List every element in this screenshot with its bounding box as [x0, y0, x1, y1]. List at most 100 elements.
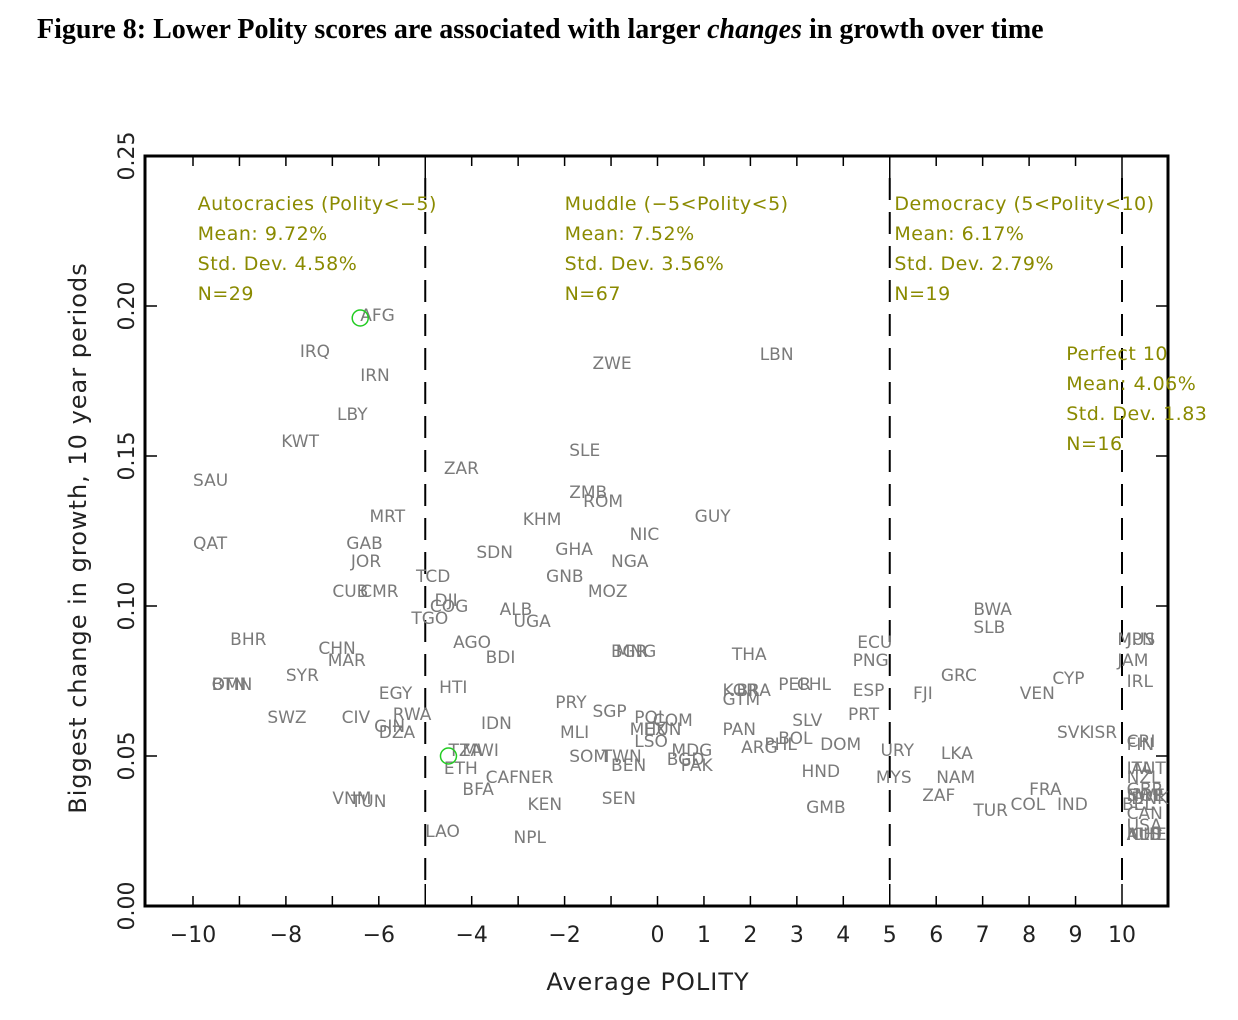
point-label: VNM — [332, 789, 371, 809]
point-label: TGO — [410, 609, 448, 629]
x-tick-label: 7 — [976, 923, 990, 948]
y-tick-label: 0.25 — [115, 132, 140, 181]
point-label: KHM — [523, 510, 562, 530]
point-label: NER — [518, 768, 553, 788]
point-label: GHA — [555, 540, 593, 560]
annotation-line: Mean: 9.72% — [198, 223, 328, 245]
point-label: AGO — [453, 633, 491, 653]
point-label: IRQ — [300, 342, 330, 362]
point-label: FRA — [1029, 780, 1062, 800]
point-label: SLE — [569, 441, 600, 461]
point-label: NOR — [1127, 786, 1165, 806]
point-label: ROM — [583, 492, 623, 512]
figure-title-suffix: in growth over time — [801, 14, 1044, 45]
x-tick-label: 10 — [1108, 923, 1136, 948]
point-label: SGP — [592, 702, 626, 722]
point-label: NGA — [611, 552, 649, 572]
point-label: POL — [634, 708, 668, 728]
point-label: JPN — [1126, 630, 1155, 650]
point-label: BDI — [486, 648, 516, 668]
annotation-line: Mean: 4.06% — [1066, 373, 1196, 395]
point-label: TCD — [415, 567, 450, 587]
point-label: GMB — [806, 798, 846, 818]
point-label: PRT — [848, 705, 880, 725]
point-label: NPL — [514, 828, 547, 848]
point-label: BHR — [230, 630, 266, 650]
point-label: PAN — [723, 720, 757, 740]
annotation-line: N=67 — [565, 283, 621, 305]
region-annotations: Autocracies (Polity<−5) Mean: 9.72% Std. D… — [198, 193, 1207, 455]
point-label: HTI — [439, 678, 467, 698]
point-label: RWA — [393, 705, 432, 725]
point-label: HND — [801, 762, 840, 782]
point-label: SWE — [1127, 786, 1165, 806]
y-tick-label: 0.15 — [115, 432, 140, 481]
region-dividers — [424, 178, 1123, 884]
x-tick-labels: −10 −8 −6 −4 −2 0 1 2 3 4 5 6 7 8 9 10 — [170, 923, 1136, 948]
annotation-line: Democracy (5<Polity<10) — [894, 193, 1154, 215]
point-label: BFA — [462, 780, 494, 800]
point-label: ITA — [1127, 759, 1153, 779]
point-label: ARG — [741, 738, 778, 758]
point-label: TUR — [972, 801, 1008, 821]
point-label: SVK — [1057, 723, 1091, 743]
point-label: PER — [778, 675, 811, 695]
point-label: UGA — [514, 612, 552, 632]
point-label: MDG — [671, 741, 712, 761]
point-label: FJI — [913, 684, 933, 704]
point-label: GAB — [346, 534, 382, 554]
point-label: ALB — [500, 600, 533, 620]
point-label: PRY — [555, 693, 587, 713]
point-label: PNG — [853, 651, 889, 671]
point-label: MWI — [462, 741, 499, 761]
annotation-line: Mean: 6.17% — [894, 223, 1024, 245]
point-label: MRT — [370, 507, 406, 527]
point-label: DZA — [379, 723, 416, 743]
point-label: BGD — [667, 750, 705, 770]
point-label: GNB — [546, 567, 584, 587]
annotation-line: Muddle (−5<Polity<5) — [565, 193, 789, 215]
highlight-circle — [439, 747, 458, 765]
point-label: BEN — [611, 756, 646, 776]
figure-title-emphasis: changes — [707, 14, 802, 45]
point-label: FIN — [1127, 735, 1155, 755]
point-label: IRN — [360, 366, 390, 386]
point-label: KWT — [281, 432, 319, 452]
point-label: MLI — [560, 723, 589, 743]
x-tick-label: −8 — [270, 923, 302, 948]
x-tick-label: −10 — [170, 923, 216, 948]
point-label: COM — [653, 711, 693, 731]
annotation-line: Perfect 10 — [1066, 343, 1168, 365]
y-axis-title: Biggest change in growth, 10 year period… — [64, 262, 92, 813]
point-label: MOZ — [588, 582, 628, 602]
point-label: ECU — [857, 633, 892, 653]
point-label: GUY — [695, 507, 732, 527]
x-tick-label: 0 — [651, 923, 665, 948]
point-label: LKA — [941, 744, 973, 764]
point-label: HUN — [644, 720, 682, 740]
point-label: SLV — [792, 711, 822, 731]
point-label: MYS — [876, 768, 912, 788]
point-label: BTN — [212, 675, 247, 695]
x-tick-label: 6 — [929, 923, 943, 948]
point-label: CYP — [1052, 669, 1084, 689]
point-label: PAK — [681, 756, 714, 776]
point-label: DNK — [1131, 789, 1169, 809]
point-label: CAF — [486, 768, 519, 788]
point-label: ZAR — [444, 459, 479, 479]
point-label: SWZ — [267, 708, 306, 728]
point-label: CHN — [318, 639, 355, 659]
point-label: CUB — [332, 582, 368, 602]
highlight-markers — [351, 309, 458, 765]
point-label: COL — [1011, 795, 1046, 815]
point-label: CHE — [1131, 825, 1166, 845]
y-tick-label: 0.10 — [115, 582, 140, 631]
point-label: GBR — [1127, 780, 1164, 800]
point-label: LSO — [634, 732, 668, 752]
point-label: JAM — [1116, 651, 1148, 671]
point-label: QAT — [193, 534, 228, 554]
annotation-line: N=29 — [198, 283, 254, 305]
point-label: OMN — [212, 675, 253, 695]
point-label: CMR — [360, 582, 399, 602]
